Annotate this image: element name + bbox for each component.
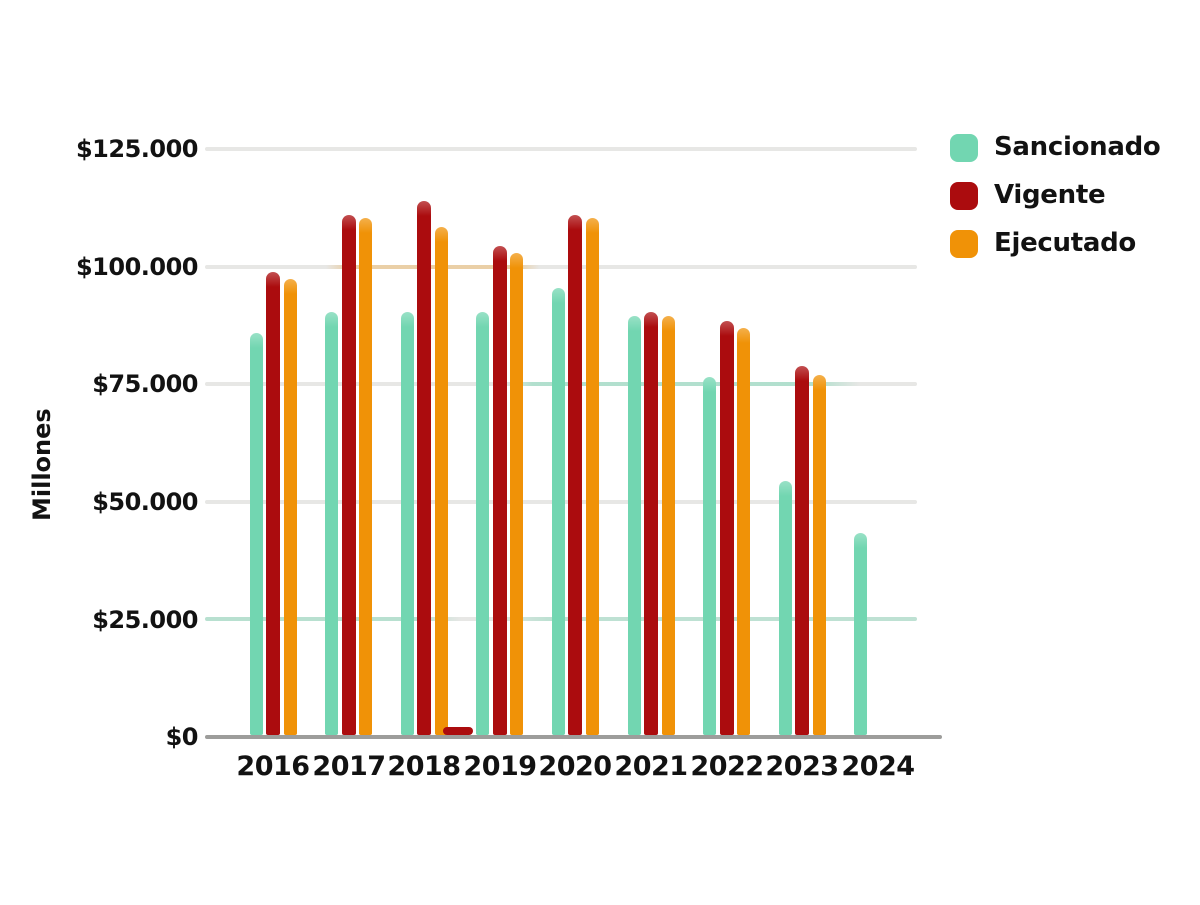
red-brush-artifact xyxy=(443,727,473,735)
x-tick-label-2024: 2024 xyxy=(841,751,915,782)
y-tick-label: $25.000 xyxy=(92,606,198,634)
y-tick-label: $50.000 xyxy=(92,488,198,516)
gridline-100000 xyxy=(205,265,917,269)
legend-item-vigente: Vigente xyxy=(950,181,1161,210)
x-tick-label-2018: 2018 xyxy=(387,751,461,782)
bar-ejecutado-2017 xyxy=(359,217,373,735)
bar-sancionado-2018 xyxy=(400,311,414,735)
x-axis-baseline xyxy=(205,735,942,739)
bar-ejecutado-2022 xyxy=(737,328,751,735)
bar-sancionado-2017 xyxy=(325,311,339,735)
legend: Sancionado Vigente Ejecutado xyxy=(950,133,1161,258)
bar-vigente-2019 xyxy=(492,245,507,735)
bar-sancionado-2019 xyxy=(476,311,490,735)
bar-sancionado-2022 xyxy=(703,377,717,735)
bar-sancionado-2023 xyxy=(778,480,792,735)
bar-ejecutado-2019 xyxy=(510,252,524,735)
y-tick-label: $75.000 xyxy=(92,370,198,398)
bar-ejecutado-2021 xyxy=(661,316,675,735)
y-tick-label: $0 xyxy=(165,723,199,751)
bar-ejecutado-2016 xyxy=(283,278,297,735)
bar-vigente-2020 xyxy=(568,215,583,735)
x-tick-label-2019: 2019 xyxy=(463,751,537,782)
legend-item-ejecutado: Ejecutado xyxy=(950,229,1161,258)
x-tick-label-2016: 2016 xyxy=(236,751,310,782)
bar-vigente-2023 xyxy=(795,365,810,735)
x-tick-label-2022: 2022 xyxy=(690,751,764,782)
bar-vigente-2017 xyxy=(341,215,356,735)
x-tick-label-2020: 2020 xyxy=(538,751,612,782)
legend-label-vigente: Vigente xyxy=(994,180,1106,210)
legend-swatch-sancionado xyxy=(950,133,978,162)
bar-vigente-2022 xyxy=(719,321,734,735)
y-tick-label: $100.000 xyxy=(75,253,199,281)
x-tick-label-2023: 2023 xyxy=(765,751,839,782)
gridline-125000 xyxy=(205,147,917,151)
x-tick-label-2021: 2021 xyxy=(614,751,688,782)
legend-swatch-ejecutado xyxy=(950,229,978,258)
bar-sancionado-2024 xyxy=(854,532,868,735)
legend-swatch-vigente xyxy=(950,181,978,210)
y-tick-label: $125.000 xyxy=(75,135,199,163)
bar-sancionado-2020 xyxy=(551,288,565,735)
legend-item-sancionado: Sancionado xyxy=(950,133,1161,162)
bar-vigente-2016 xyxy=(266,271,280,735)
bar-ejecutado-2023 xyxy=(812,375,826,735)
legend-label-ejecutado: Ejecutado xyxy=(994,228,1136,258)
bar-ejecutado-2018 xyxy=(434,226,448,735)
bar-vigente-2018 xyxy=(417,201,432,735)
bar-ejecutado-2020 xyxy=(585,217,599,735)
x-tick-label-2017: 2017 xyxy=(312,751,386,782)
bar-sancionado-2021 xyxy=(627,316,641,735)
bar-sancionado-2016 xyxy=(249,332,263,735)
bar-vigente-2021 xyxy=(644,311,658,735)
legend-label-sancionado: Sancionado xyxy=(994,132,1161,162)
